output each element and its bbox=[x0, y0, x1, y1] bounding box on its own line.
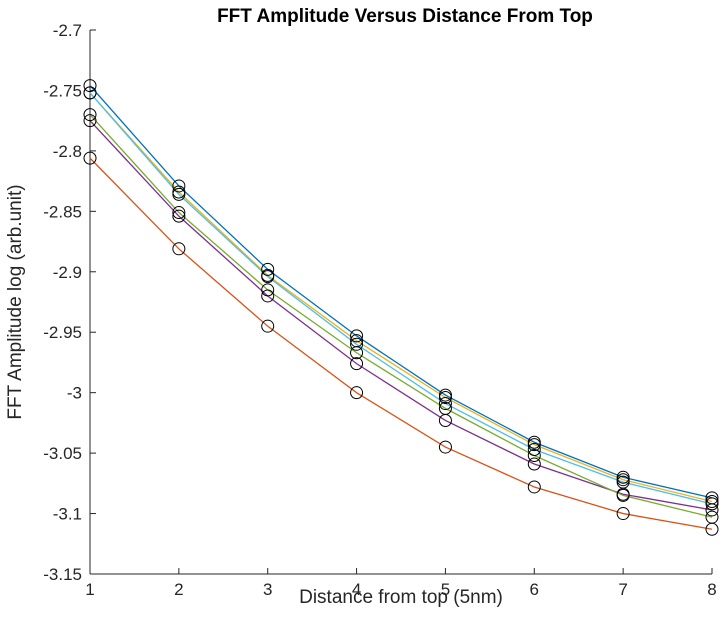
data-point-marker bbox=[172, 187, 186, 201]
x-tick-label: 5 bbox=[441, 580, 450, 599]
data-point-marker bbox=[527, 442, 541, 456]
y-tick-label: -2.75 bbox=[43, 81, 82, 100]
data-point-marker bbox=[261, 319, 275, 333]
data-point-marker bbox=[172, 206, 186, 220]
data-point-marker bbox=[350, 386, 364, 400]
data-point-marker bbox=[261, 262, 275, 276]
y-tick-label: -2.8 bbox=[53, 142, 82, 161]
data-point-marker bbox=[350, 346, 364, 360]
data-point-marker bbox=[527, 480, 541, 494]
data-point-marker bbox=[350, 329, 364, 343]
chart-title: FFT Amplitude Versus Distance From Top bbox=[217, 6, 593, 27]
x-tick-label: 4 bbox=[352, 580, 361, 599]
data-point-marker bbox=[83, 79, 97, 93]
x-axis-label: Distance from top (5nm) bbox=[299, 587, 503, 608]
data-point-marker bbox=[83, 151, 97, 165]
data-point-marker bbox=[261, 289, 275, 303]
data-point-marker bbox=[83, 108, 97, 122]
y-tick-label: -2.85 bbox=[43, 202, 82, 221]
data-point-marker bbox=[261, 283, 275, 297]
data-point-marker bbox=[438, 397, 452, 411]
data-point-marker bbox=[83, 86, 97, 100]
data-point-marker bbox=[438, 401, 452, 415]
data-point-marker bbox=[705, 497, 719, 511]
data-point-marker bbox=[527, 449, 541, 463]
x-tick-label: 7 bbox=[618, 580, 627, 599]
data-point-marker bbox=[261, 270, 275, 284]
data-point-marker bbox=[438, 391, 452, 404]
data-point-marker bbox=[527, 457, 541, 471]
data-point-marker bbox=[705, 510, 719, 524]
data-point-marker bbox=[616, 488, 630, 502]
y-tick-label: -3 bbox=[67, 384, 82, 403]
y-tick-label: -2.7 bbox=[53, 21, 82, 40]
y-tick-label: -3.05 bbox=[43, 444, 82, 463]
data-point-marker bbox=[83, 114, 97, 128]
x-tick-label: 3 bbox=[263, 580, 272, 599]
data-point-marker bbox=[527, 438, 541, 452]
data-point-marker bbox=[616, 475, 630, 489]
data-point-marker bbox=[438, 440, 452, 454]
y-tick-label: -2.95 bbox=[43, 323, 82, 342]
series-markers bbox=[83, 79, 719, 536]
series-line bbox=[89, 85, 713, 499]
series-line bbox=[89, 114, 713, 518]
data-point-marker bbox=[172, 242, 186, 256]
x-tick-label: 2 bbox=[174, 580, 183, 599]
y-tick-label: -3.15 bbox=[43, 565, 82, 584]
data-point-marker bbox=[350, 357, 364, 371]
y-axis-label: FFT Amplitude log (arb.unit) bbox=[5, 184, 26, 419]
y-tick-label: -2.9 bbox=[53, 263, 82, 282]
series-lines bbox=[89, 85, 713, 530]
y-tick-label: -3.1 bbox=[53, 505, 82, 524]
data-point-marker bbox=[616, 507, 630, 521]
x-tick-label: 1 bbox=[85, 580, 94, 599]
data-point-marker bbox=[172, 179, 186, 193]
x-tick-label: 6 bbox=[530, 580, 539, 599]
data-point-marker bbox=[705, 503, 719, 517]
series-line bbox=[89, 92, 713, 503]
data-point-marker bbox=[172, 209, 186, 223]
x-tick-label: 8 bbox=[707, 580, 716, 599]
series-line bbox=[89, 157, 713, 530]
data-point-marker bbox=[350, 337, 364, 351]
series-line bbox=[89, 92, 713, 505]
y-ticks: -2.7 -2.75 -2.8 -2.85 -2.9 -2.95 -3 -3.05 -3.1 -3… bbox=[43, 21, 96, 584]
x-ticks: 1 2 3 4 5 6 7 8 bbox=[85, 568, 717, 599]
